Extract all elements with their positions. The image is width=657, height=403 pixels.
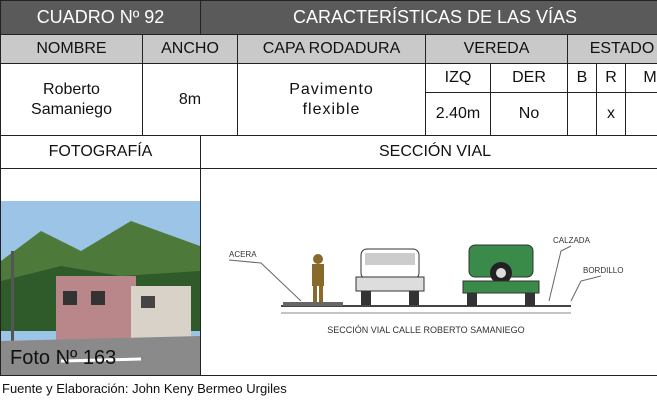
road-name: Roberto Samaniego <box>0 63 143 136</box>
section-drawing: ACERA CALZADA BORDILLO SECCIÓN VIAL CALL… <box>201 201 657 375</box>
section-frame <box>200 168 657 376</box>
column-header: ANCHO <box>142 34 238 64</box>
estado-header: R <box>596 63 626 93</box>
footer: Fuente y Elaboración: John Keny Bermeo U… <box>2 381 287 397</box>
section-title: SECCIÓN VIAL <box>200 135 657 169</box>
vereda-value: No <box>490 92 568 136</box>
bordillo-label: BORDILLO <box>583 266 623 275</box>
vereda-header: IZQ <box>425 63 491 93</box>
column-header: CAPA RODADURA <box>237 34 426 64</box>
estado-header: M <box>625 63 657 93</box>
photo <box>1 201 200 375</box>
estado-cell <box>567 92 597 136</box>
column-header: ESTADO <box>567 34 657 64</box>
vereda-header: DER <box>490 63 568 93</box>
section-caption: SECCIÓN VIAL CALLE ROBERTO SAMANIEGO <box>327 325 524 335</box>
estado-cell <box>625 92 657 136</box>
photo-title: FOTOGRAFÍA <box>0 135 201 169</box>
vereda-value: 2.40m <box>425 92 491 136</box>
table-title: CARACTERÍSTICAS DE LAS VÍAS <box>200 0 657 35</box>
surface: Pavimento flexible <box>237 63 426 136</box>
estado-header: B <box>567 63 597 93</box>
calzada-label: CALZADA <box>553 236 591 245</box>
estado-mark: x <box>596 92 626 136</box>
cuadro-number: CUADRO Nº 92 <box>0 0 201 35</box>
photo-caption: Foto Nº 163 <box>10 347 117 369</box>
column-header: NOMBRE <box>0 34 143 64</box>
acera-label: ACERA <box>229 250 257 259</box>
column-header: VEREDA <box>425 34 568 64</box>
road-width: 8m <box>142 63 238 136</box>
